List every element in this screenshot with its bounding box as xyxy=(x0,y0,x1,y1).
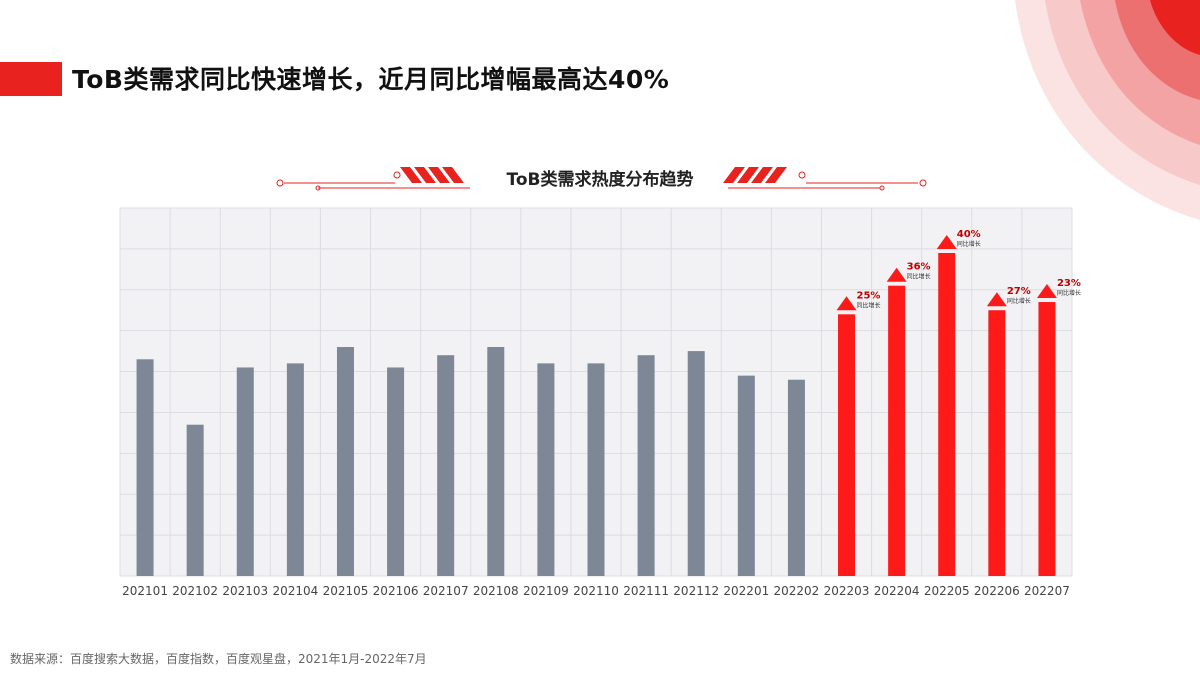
data-source-note: 数据来源：百度搜索大数据，百度指数，百度观星盘，2021年1月-2022年7月 xyxy=(10,652,427,666)
corner-arc-0 xyxy=(1150,0,1200,55)
x-tick-label: 202102 xyxy=(172,584,218,598)
growth-value-label: 25% xyxy=(857,290,881,301)
bar xyxy=(787,379,805,576)
bar xyxy=(487,347,505,576)
growth-sub-label: 同比增长 xyxy=(1057,289,1081,297)
bar xyxy=(988,310,1006,576)
bar xyxy=(888,285,906,576)
bar xyxy=(387,367,405,576)
bar xyxy=(136,359,154,576)
x-tick-label: 202112 xyxy=(673,584,719,598)
x-tick-label: 202104 xyxy=(272,584,318,598)
x-tick-label: 202207 xyxy=(1024,584,1070,598)
growth-sub-label: 同比增长 xyxy=(1007,297,1031,305)
growth-arrow-icon xyxy=(1036,284,1057,299)
x-tick-label: 202204 xyxy=(874,584,920,598)
growth-value-label: 36% xyxy=(907,262,931,273)
x-tick-label: 202106 xyxy=(373,584,419,598)
bar xyxy=(286,363,304,576)
page-title: ToB类需求同比快速增长，近月同比增幅最高达40% xyxy=(72,65,670,94)
x-tick-label: 202101 xyxy=(122,584,168,598)
growth-sub-label: 同比增长 xyxy=(857,301,881,309)
x-tick-label: 202111 xyxy=(623,584,669,598)
growth-value-label: 23% xyxy=(1057,278,1081,289)
x-tick-label: 202201 xyxy=(723,584,769,598)
growth-arrow-icon xyxy=(986,292,1007,307)
growth-sub-label: 同比增长 xyxy=(907,273,931,281)
title-accent-bar xyxy=(0,62,62,96)
x-tick-label: 202110 xyxy=(573,584,619,598)
bar xyxy=(637,355,655,576)
chart-title-ornament-right xyxy=(723,167,927,191)
growth-arrow-icon xyxy=(936,234,957,249)
chart-title: ToB类需求热度分布趋势 xyxy=(506,170,694,190)
x-tick-label: 202109 xyxy=(523,584,569,598)
bar xyxy=(838,314,856,576)
bar xyxy=(938,252,956,576)
bar xyxy=(537,363,555,576)
growth-arrow-icon xyxy=(836,296,857,311)
chart-title-ornament-left xyxy=(276,167,470,191)
growth-value-label: 27% xyxy=(1007,286,1031,297)
bar xyxy=(236,367,254,576)
x-tick-label: 202107 xyxy=(423,584,469,598)
bar xyxy=(737,375,755,576)
growth-value-label: 40% xyxy=(957,229,981,240)
growth-sub-label: 同比增长 xyxy=(957,240,981,248)
growth-arrow-icon xyxy=(886,267,907,282)
bar xyxy=(336,347,354,576)
x-tick-label: 202206 xyxy=(974,584,1020,598)
x-tick-label: 202108 xyxy=(473,584,519,598)
x-tick-label: 202205 xyxy=(924,584,970,598)
x-tick-label: 202203 xyxy=(824,584,870,598)
x-tick-label: 202103 xyxy=(222,584,268,598)
bar xyxy=(687,351,705,576)
x-tick-label: 202202 xyxy=(774,584,820,598)
bar xyxy=(1038,302,1056,576)
bar xyxy=(587,363,605,576)
bar xyxy=(437,355,455,576)
bar xyxy=(186,424,204,576)
x-tick-label: 202105 xyxy=(323,584,369,598)
